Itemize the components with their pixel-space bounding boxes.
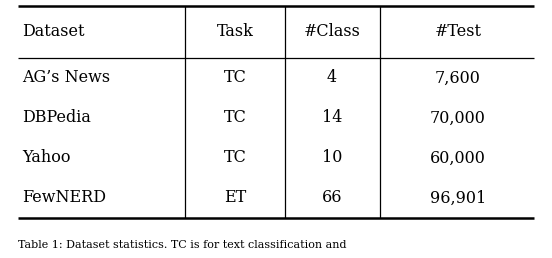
Text: FewNERD: FewNERD xyxy=(22,189,106,206)
Text: 7,600: 7,600 xyxy=(435,69,481,86)
Text: Yahoo: Yahoo xyxy=(22,149,71,166)
Text: DBPedia: DBPedia xyxy=(22,109,91,126)
Text: TC: TC xyxy=(224,149,246,166)
Text: Table 1: Dataset statistics. TC is for text classification and: Table 1: Dataset statistics. TC is for t… xyxy=(18,240,347,250)
Text: #Test: #Test xyxy=(434,23,481,41)
Text: Task: Task xyxy=(216,23,253,41)
Text: TC: TC xyxy=(224,109,246,126)
Text: 70,000: 70,000 xyxy=(430,109,486,126)
Text: #Class: #Class xyxy=(304,23,360,41)
Text: 4: 4 xyxy=(327,69,337,86)
Text: ET: ET xyxy=(224,189,246,206)
Text: 60,000: 60,000 xyxy=(430,149,486,166)
Text: Dataset: Dataset xyxy=(22,23,84,41)
Text: 66: 66 xyxy=(322,189,342,206)
Text: 96,901: 96,901 xyxy=(430,189,486,206)
Text: 10: 10 xyxy=(322,149,342,166)
Text: AG’s News: AG’s News xyxy=(22,69,110,86)
Text: TC: TC xyxy=(224,69,246,86)
Text: 14: 14 xyxy=(322,109,342,126)
